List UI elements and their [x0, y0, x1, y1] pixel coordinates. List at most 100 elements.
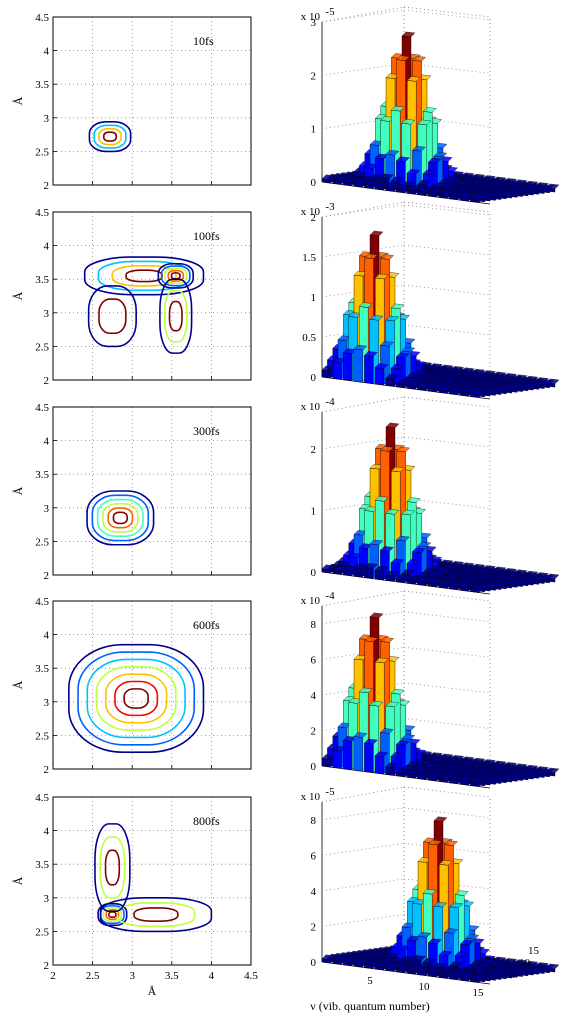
bar-top: [448, 191, 463, 197]
x-tick-label: 2.5: [86, 970, 100, 982]
bar: [385, 378, 395, 387]
contour-panel: 2 2.5 3 3.5 4 4.5 Å 10fs: [11, 12, 252, 192]
z-tick-label: 2: [311, 212, 317, 224]
bar-top: [438, 950, 453, 957]
bar-top: [353, 344, 368, 351]
bar-top: [406, 575, 421, 582]
bar: [321, 758, 332, 768]
z-tick-label: 0: [311, 761, 317, 773]
bar-top: [469, 194, 484, 200]
bar-top: [417, 932, 432, 938]
z-tick-label: 2: [311, 444, 317, 456]
bar-top: [427, 383, 442, 390]
contour-line: [96, 498, 144, 538]
bar-top: [448, 775, 463, 781]
y-tick-label: 3.5: [35, 859, 49, 871]
y-tick-label: 3: [44, 503, 50, 515]
bar-top: [406, 965, 421, 972]
bar: [364, 742, 374, 773]
bar-top: [369, 315, 384, 321]
contour-line: [133, 907, 179, 923]
bar-top: [385, 182, 400, 189]
bar-top: [438, 969, 453, 976]
bar-top: [454, 951, 469, 957]
bar-top: [438, 860, 453, 866]
contour-line: [125, 269, 163, 283]
bar-top: [459, 939, 474, 946]
bar-top: [363, 351, 378, 357]
contour-line: [102, 907, 123, 923]
bar-top: [401, 569, 416, 575]
x-tick-label: 10: [419, 981, 431, 993]
y-tick-label: 2.5: [35, 341, 49, 353]
bar-top: [444, 840, 459, 846]
bar-top: [374, 363, 389, 369]
bar-top: [390, 466, 405, 473]
grid-line: [403, 436, 491, 448]
scale-label: x 10: [301, 206, 321, 218]
contour-line: [87, 285, 137, 348]
grid-line: [403, 914, 491, 925]
bar-top: [353, 958, 368, 965]
wall-edge: [403, 591, 491, 765]
y-tick-label: 4.5: [35, 12, 49, 24]
bar-top: [363, 563, 378, 569]
x-tick-label: 4: [209, 970, 215, 982]
bar-top: [459, 972, 474, 979]
x-tick-label: 2: [50, 970, 56, 982]
contour-line: [95, 665, 177, 731]
scale-label: x 10: [301, 791, 321, 803]
contour-line: [88, 121, 132, 153]
y-tick-label: 2: [44, 375, 50, 387]
contour-line: [97, 903, 128, 927]
scale-label: x 10: [301, 595, 321, 607]
bar-top: [433, 901, 448, 908]
bar-top: [364, 253, 379, 260]
bar-top: [363, 180, 378, 186]
bar-top: [353, 732, 368, 738]
bar-top: [395, 535, 410, 542]
bar-top: [417, 119, 432, 126]
time-label: 600fs: [193, 618, 220, 632]
contour-line: [105, 909, 120, 921]
scale-exponent: -5: [325, 786, 335, 798]
bar-top: [395, 184, 410, 190]
z-tick-label: 4: [311, 886, 317, 898]
scale-label: x 10: [301, 401, 321, 413]
bar-top: [449, 902, 464, 908]
grid-line: [321, 842, 405, 856]
z-tick-label: 6: [311, 850, 317, 862]
bar-top: [369, 700, 384, 707]
bar-top: [438, 384, 453, 391]
contour-line: [168, 300, 183, 332]
grid-line: [403, 807, 491, 819]
bar-top: [363, 960, 378, 966]
bar-top: [438, 178, 453, 185]
bar-top: [342, 957, 357, 963]
contour-line: [68, 643, 205, 753]
scale-exponent: -4: [325, 396, 335, 408]
bar-top: [406, 185, 421, 192]
x-tick-label: 5: [367, 975, 373, 987]
y-axis-label: Å: [11, 876, 25, 885]
histogram-panel: 0 2 4 6 8 x 10 -4: [301, 590, 560, 789]
grid-line: [403, 284, 491, 296]
bar: [332, 749, 342, 769]
bar-top: [321, 564, 336, 571]
bar-top: [321, 174, 336, 181]
contour-panel: 2 2.5 3 3.5 4 4.5 Å 300fs: [11, 402, 252, 582]
grid-line: [403, 878, 491, 890]
bar-top: [433, 151, 448, 158]
bar-top: [443, 928, 458, 934]
wall-edge: [403, 202, 491, 376]
grid-line: [403, 204, 491, 216]
y-axis-label: Å: [11, 680, 25, 689]
z-tick-label: 0.5: [302, 332, 316, 344]
bar: [343, 740, 353, 771]
bar: [374, 570, 385, 581]
bar-top: [380, 254, 395, 260]
time-label: 300fs: [193, 424, 220, 438]
bar-top: [390, 105, 405, 112]
bar-top: [417, 180, 432, 186]
y-tick-label: 3.5: [35, 469, 49, 481]
